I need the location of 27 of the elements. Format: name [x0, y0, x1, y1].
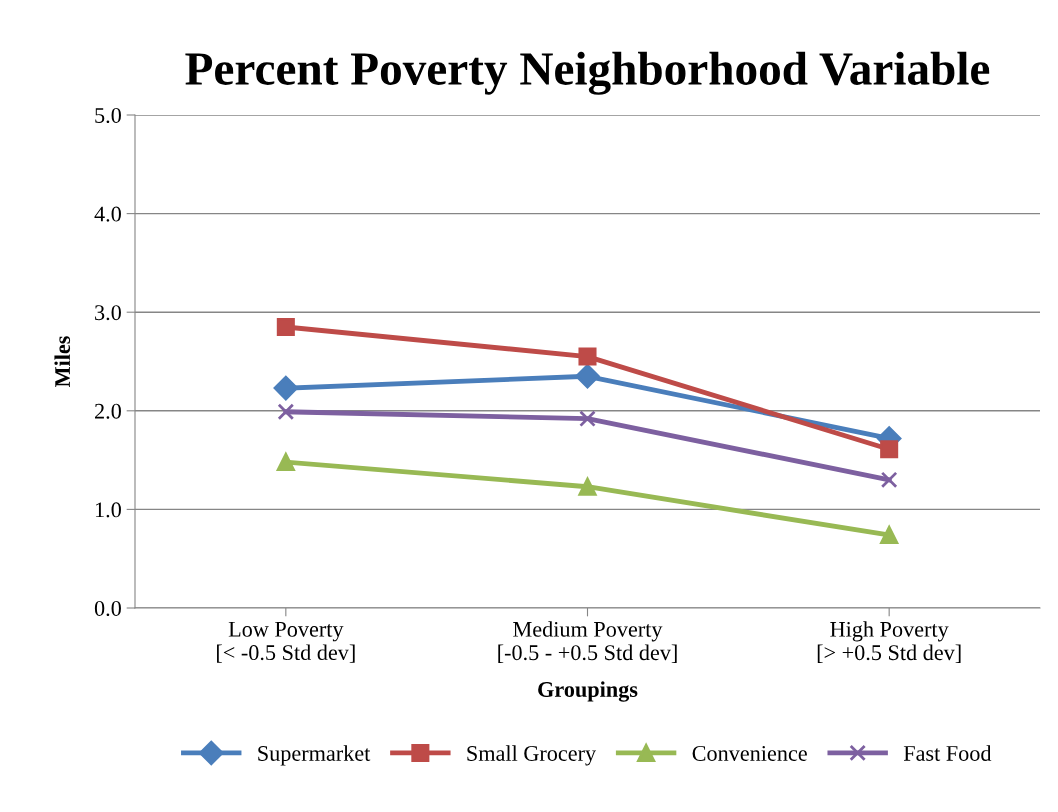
y-axis-title: Miles — [54, 336, 71, 388]
point — [880, 526, 899, 545]
x-tick-label: Low Poverty [< -0.5 Std dev] — [217, 622, 355, 663]
y-tick-label: 2.0 — [95, 403, 121, 419]
legend-label: Convenience — [692, 745, 807, 761]
point — [880, 440, 899, 459]
x-tick-label: Medium Poverty [-0.5 - +0.5 Std dev] — [498, 621, 677, 663]
chart-title: Percent Poverty Neighborhood Variable — [185, 51, 990, 95]
y-tick-label: 4.0 — [94, 206, 121, 222]
point — [277, 403, 295, 421]
point — [578, 347, 597, 366]
point — [276, 317, 295, 337]
legend-label: Fast Food — [903, 745, 992, 761]
legend-label: Small Grocery — [467, 745, 597, 766]
y-tick-label: 5.0 — [95, 107, 121, 124]
y-tick-label: 1.0 — [95, 502, 121, 518]
point — [273, 375, 299, 401]
point — [880, 471, 898, 489]
point — [578, 477, 597, 496]
legend-label: Supermarket — [258, 745, 371, 766]
x-axis-title: Groupings — [538, 681, 638, 702]
point — [276, 453, 295, 472]
point — [579, 410, 596, 428]
point — [575, 364, 600, 389]
x-tick-label: High Poverty [> +0.5 Std dev] — [817, 621, 961, 663]
y-tick-label: 3.0 — [95, 305, 121, 321]
y-tick-label: 0.0 — [94, 600, 121, 617]
